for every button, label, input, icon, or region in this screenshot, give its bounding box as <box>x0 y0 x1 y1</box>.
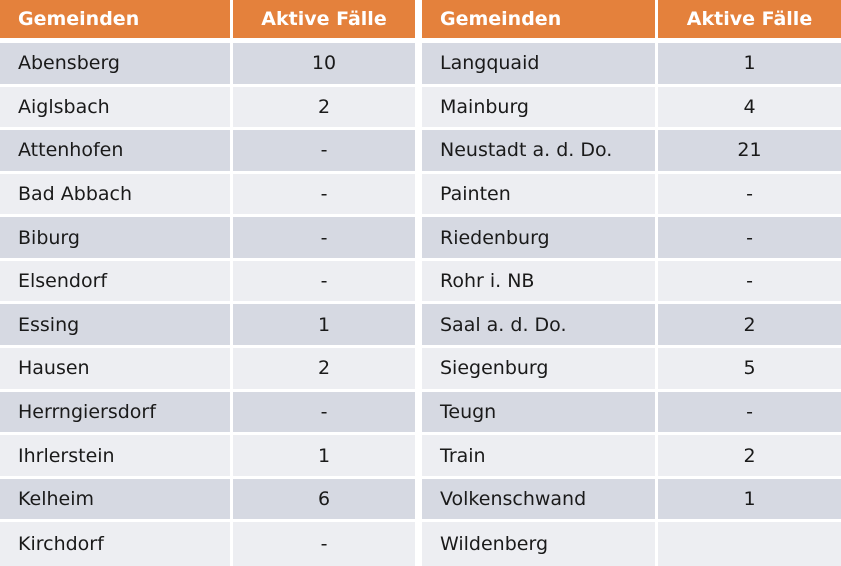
municipality-cell: Abensberg <box>0 43 233 87</box>
cases-cell: 21 <box>658 130 841 174</box>
cases-cell: - <box>658 173 841 218</box>
municipality-cell: Wildenberg <box>422 522 658 566</box>
cases-cell: 5 <box>658 348 841 392</box>
cases-cell: - <box>658 260 841 305</box>
cases-cell: 4 <box>658 86 841 131</box>
municipality-cell: Neustadt a. d. Do. <box>422 130 658 174</box>
municipality-cell: Langquaid <box>422 43 658 87</box>
header-aktive-faelle-right: Aktive Fälle <box>658 0 841 43</box>
municipality-cell: Teugn <box>422 391 658 436</box>
cases-cell: - <box>233 173 422 218</box>
municipality-cell: Kirchdorf <box>0 522 233 566</box>
cases-cell: 1 <box>233 304 422 349</box>
municipality-cell: Rohr i. NB <box>422 260 658 305</box>
cases-cell: 1 <box>658 43 841 87</box>
municipality-cell: Riedenburg <box>422 217 658 261</box>
cases-cell <box>658 522 841 566</box>
municipality-cell: Hausen <box>0 348 233 392</box>
cases-cell: - <box>233 260 422 305</box>
cases-cell: - <box>233 391 422 436</box>
municipality-cell: Herrngiersdorf <box>0 391 233 436</box>
cases-cell: 2 <box>658 304 841 349</box>
municipality-cell: Painten <box>422 173 658 218</box>
municipality-cell: Train <box>422 435 658 479</box>
municipality-cell: Aiglsbach <box>0 86 233 131</box>
cases-cell: - <box>233 130 422 174</box>
municipality-cell: Mainburg <box>422 86 658 131</box>
cases-cell: 2 <box>658 435 841 479</box>
cases-cell: - <box>658 391 841 436</box>
municipality-cell: Kelheim <box>0 478 233 523</box>
municipality-cell: Bad Abbach <box>0 173 233 218</box>
cases-cell: 1 <box>233 435 422 479</box>
municipality-cell: Attenhofen <box>0 130 233 174</box>
municipality-cell: Biburg <box>0 217 233 261</box>
municipality-cell: Ihrlerstein <box>0 435 233 479</box>
cases-cell: - <box>233 217 422 261</box>
header-gemeinden-right: Gemeinden <box>422 0 658 43</box>
cases-cell: 10 <box>233 43 422 87</box>
municipality-cell: Volkenschwand <box>422 478 658 523</box>
header-aktive-faelle-left: Aktive Fälle <box>233 0 422 43</box>
cases-cell: - <box>658 217 841 261</box>
cases-cell: 2 <box>233 86 422 131</box>
cases-cell: 2 <box>233 348 422 392</box>
municipality-cell: Essing <box>0 304 233 349</box>
municipality-cell: Elsendorf <box>0 260 233 305</box>
cases-cell: - <box>233 522 422 566</box>
cases-cell: 1 <box>658 478 841 523</box>
cases-cell: 6 <box>233 478 422 523</box>
header-gemeinden-left: Gemeinden <box>0 0 233 43</box>
municipality-cell: Saal a. d. Do. <box>422 304 658 349</box>
municipality-cell: Siegenburg <box>422 348 658 392</box>
